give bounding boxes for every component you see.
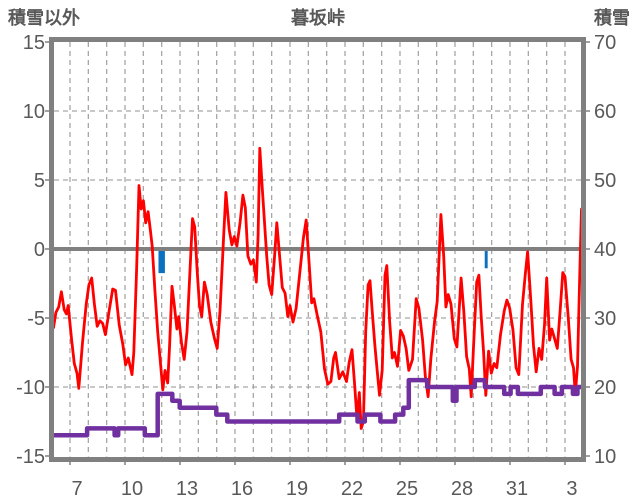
x-axis-tick-label: 25 (396, 478, 418, 500)
right-axis-tick-label: 20 (594, 377, 616, 399)
left-axis-tick-label: -15 (16, 446, 45, 468)
left-axis-tick-label: 10 (23, 101, 45, 123)
right-axis-tick-label: 70 (594, 32, 616, 54)
left-axis-tick-label: 15 (23, 32, 45, 54)
left-axis-tick-label: -5 (27, 308, 45, 330)
x-axis-tick-label: 13 (176, 478, 198, 500)
right-axis-tick-label: 60 (594, 101, 616, 123)
x-axis-tick-label: 22 (341, 478, 363, 500)
x-axis-tick-label: 19 (286, 478, 308, 500)
x-axis-tick-label: 28 (451, 478, 473, 500)
right-axis-tick-label: 40 (594, 239, 616, 261)
precipitation-bar (484, 251, 488, 269)
right-axis-tick-label: 10 (594, 446, 616, 468)
right-axis-title: 積雪 (594, 8, 630, 28)
chart-title: 暮坂峠 (291, 8, 345, 28)
right-axis-tick-label: 30 (594, 308, 616, 330)
x-axis-tick-label: 16 (231, 478, 253, 500)
x-axis-tick-label: 10 (121, 478, 143, 500)
snow-depth-line (53, 377, 584, 438)
temperature-line (52, 146, 586, 430)
x-axis-tick-label: 3 (566, 478, 577, 500)
left-axis-tick-label: 5 (34, 170, 45, 192)
precipitation-bar (158, 251, 165, 274)
left-axis-title: 積雪以外 (8, 8, 80, 28)
left-axis-tick-label: -10 (16, 377, 45, 399)
right-axis-tick-label: 50 (594, 170, 616, 192)
x-axis-tick-label: 7 (71, 478, 82, 500)
left-axis-tick-label: 0 (34, 239, 45, 261)
x-axis-tick-label: 31 (506, 478, 528, 500)
